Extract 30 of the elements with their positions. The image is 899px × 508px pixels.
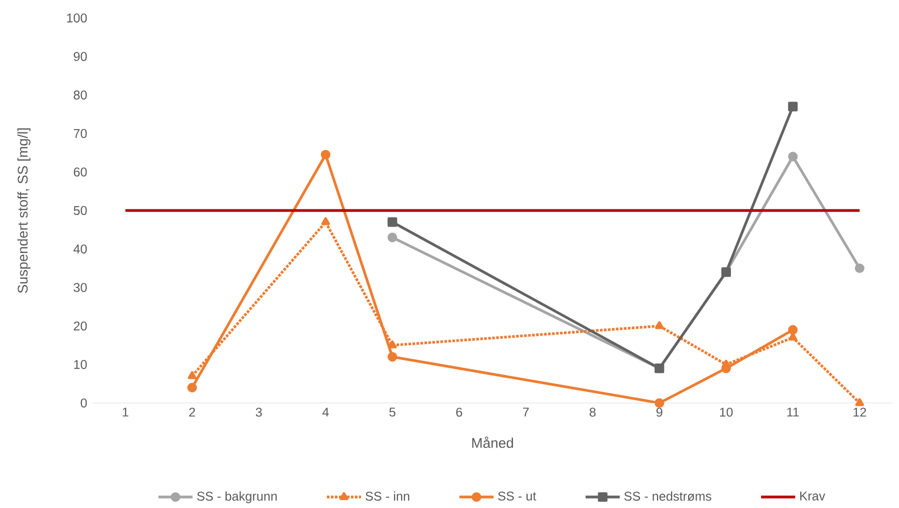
legend-label: SS - inn <box>366 491 410 501</box>
y-tick-label: 30 <box>74 283 87 292</box>
legend-label: SS - ut <box>498 492 536 501</box>
y-tick-label: 50 <box>74 206 87 215</box>
y-tick-label: 70 <box>74 129 87 138</box>
x-tick-label: 6 <box>456 408 462 417</box>
y-tick-label: 80 <box>74 90 87 100</box>
y-axis-title: Suspendert stoff, SS [mg/l] <box>17 128 30 294</box>
y-tick-label: 0 <box>80 398 87 408</box>
legend-label: SS - bakgrunn <box>197 491 277 504</box>
x-tick-label: 5 <box>389 408 396 417</box>
y-tick-label: 90 <box>74 52 87 61</box>
y-tick-label: 60 <box>74 168 87 176</box>
x-tick-label: 12 <box>854 408 866 417</box>
x-tick-label: 8 <box>590 408 596 417</box>
x-tick-label: 2 <box>189 408 196 417</box>
x-tick-label: 4 <box>322 408 329 416</box>
x-tick-label: 3 <box>256 408 262 417</box>
y-tick-label: 10 <box>74 360 87 369</box>
x-tick-label: 1 <box>122 408 128 416</box>
y-tick-label: 40 <box>74 244 87 254</box>
y-tick-label: 100 <box>67 14 87 22</box>
x-axis-title: Måned <box>472 436 513 448</box>
legend-label: SS - nedstrøms <box>624 491 712 501</box>
x-tick-label: 7 <box>523 408 529 416</box>
x-tick-label: 9 <box>656 408 662 417</box>
legend-label: Krav <box>800 492 826 500</box>
x-tick-label: 11 <box>787 408 799 416</box>
y-tick-label: 20 <box>74 322 87 330</box>
x-tick-label: 10 <box>720 408 733 417</box>
